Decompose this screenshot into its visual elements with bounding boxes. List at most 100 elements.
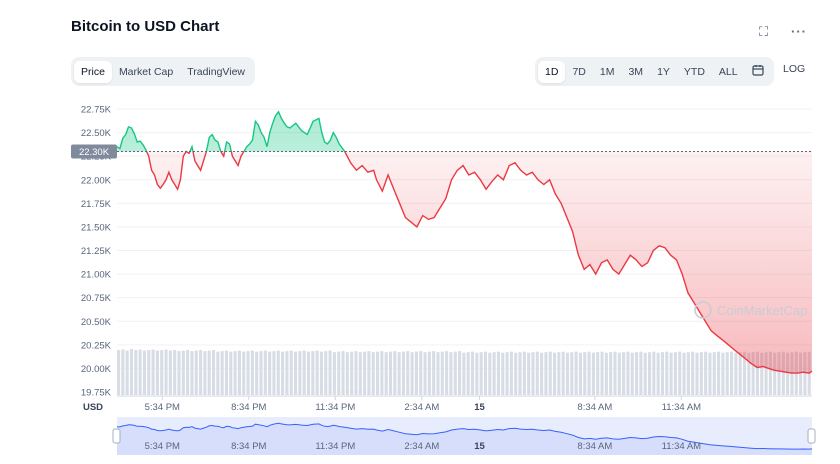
volume-bar [483,351,488,395]
volume-bar [401,351,406,395]
range-7d[interactable]: 7D [572,65,586,78]
range-1m[interactable]: 1M [599,65,615,78]
volume-bar [647,352,652,395]
reference-label-box [71,144,117,159]
currency-label: USD [83,402,103,413]
volume-bar [738,352,742,395]
volume-bar [712,352,716,395]
volume-bar [630,352,634,395]
volume-bar [535,351,539,395]
y-tick-label: 20.00K [81,364,112,375]
volume-bar [255,351,259,395]
x-tick-label: 11:34 PM [315,402,355,413]
volume-bar [652,351,656,395]
range-1d[interactable]: 1D [538,60,566,83]
volume-bar [224,350,229,395]
volume-bar [306,351,311,395]
y-tick-label: 22.75K [81,105,112,116]
volume-bar [479,352,483,395]
volume-bar [751,352,755,395]
volume-bar [531,352,535,395]
volume-bar [548,351,552,395]
volume-bar [406,351,410,395]
volume-bar [665,351,669,395]
volume-bar [760,352,764,395]
volume-bar [337,351,341,395]
volume-bar [160,350,164,395]
volume-bar [734,352,738,395]
volume-bar [635,352,639,395]
y-tick-label: 20.25K [81,340,112,351]
price-line-down [145,151,813,374]
volume-bar [259,351,263,395]
watermark: CoinMarketCap [694,301,807,319]
y-tick-label: 21.50K [81,222,112,233]
area-above-reference [117,111,345,152]
volume-bar [686,352,690,395]
range-3m[interactable]: 3M [628,65,644,78]
x-tick-label: 8:34 AM [577,402,612,413]
volume-bar [397,352,401,395]
volume-bar [216,351,220,395]
volume-bar [777,352,781,395]
volume-bar [138,349,142,395]
volume-bar [246,351,250,395]
y-tick-label: 21.00K [81,270,112,281]
volume-bar [466,352,470,395]
volume-bar [742,351,747,395]
volume-bar [319,351,324,395]
range-ytd[interactable]: YTD [683,65,705,78]
volume-bar [458,351,462,395]
log-scale-toggle[interactable]: LOG [783,63,806,75]
volume-bar [129,349,134,395]
volume-bar [613,351,617,395]
volume-bar [462,352,466,395]
volume-bar [596,352,600,395]
volume-bar [186,350,190,395]
volume-bar [552,352,557,395]
tab-market-cap[interactable]: Market Cap [118,65,174,78]
volume-bar [199,350,203,395]
volume-bar [220,351,224,395]
more-icon[interactable]: ··· [791,24,807,39]
range-all[interactable]: ALL [718,65,738,78]
volume-bar [263,350,267,395]
volume-bar [622,352,626,395]
x-tick-label: 15 [474,402,485,413]
calendar-icon[interactable] [745,61,771,82]
volume-bar [164,349,168,395]
fullscreen-icon[interactable]: ⛶ [759,24,769,39]
volume-bar [432,351,436,395]
volume-bar [393,351,397,395]
volume-bar [194,350,198,395]
volume-bar [211,350,216,395]
volume-bar [747,352,751,395]
range-1y[interactable]: 1Y [657,65,670,78]
watermark-logo [694,301,712,319]
volume-bar [695,352,699,395]
watermark-text: CoinMarketCap [717,303,807,318]
range-selector: 1D 7D 1M 3M 1Y YTD ALL [535,57,774,86]
volume-bar [328,350,332,395]
volume-bar [475,352,479,395]
volume-bar [691,351,695,395]
volume-bar [414,351,418,395]
volume-bars [117,349,811,395]
volume-bar [492,352,496,395]
volume-bar [453,351,457,395]
navigator-tick-label: 11:34 AM [662,441,702,452]
chart-type-tabs: Price Market Cap TradingView [71,57,255,86]
chart-title: Bitcoin to USD Chart [71,18,220,35]
volume-bar [332,352,336,395]
volume-bar [272,351,276,395]
tab-price[interactable]: Price [74,60,112,83]
volume-bar [570,352,574,395]
volume-bar [168,350,172,395]
tab-tradingview[interactable]: TradingView [187,65,245,78]
volume-bar [501,352,505,395]
volume-bar [350,351,354,395]
x-tick-label: 11:34 AM [662,402,702,413]
volume-bar [190,351,194,395]
volume-bar [285,351,289,395]
